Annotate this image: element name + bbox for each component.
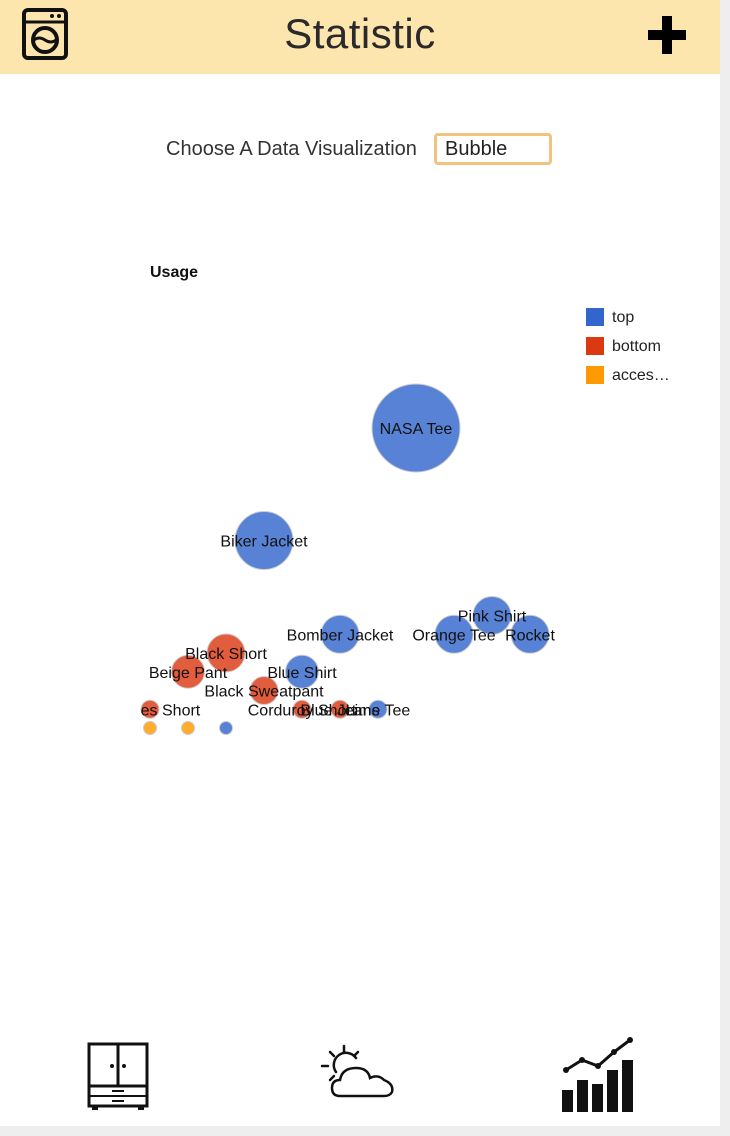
bubble-label: Beige Pant	[149, 665, 228, 682]
visualization-select[interactable]: Bubble	[434, 133, 552, 165]
bubble-label: Black Sweatpant	[204, 684, 324, 701]
bubble-baggies-short[interactable]	[140, 699, 160, 719]
choose-visualization-label: Choose A Data Visualization	[166, 138, 417, 160]
chart-title: Usage	[150, 264, 198, 281]
bubble-label: Orange Tee	[412, 627, 495, 644]
visualization-chooser: Choose A Data Visualization Bubble	[0, 132, 720, 166]
bubble-beige-pant[interactable]	[171, 654, 205, 689]
partly-cloudy-icon[interactable]	[318, 1030, 398, 1120]
bubble-label: Rocket	[505, 627, 555, 644]
bubble-label: Blue Jeans	[300, 702, 379, 719]
washing-machine-icon[interactable]	[22, 8, 68, 60]
bubble-label: Corduroy Short	[248, 702, 357, 719]
bubble-bomber-jacket[interactable]	[320, 614, 360, 654]
bubble-point-16[interactable]	[219, 721, 233, 735]
bubble-nasa-tee[interactable]	[371, 383, 461, 473]
bubble-black-sweatpant[interactable]	[249, 676, 279, 705]
legend-label[interactable]: bottom	[612, 338, 661, 355]
legend-swatch	[586, 337, 604, 355]
statistics-chart-icon[interactable]	[560, 1030, 636, 1120]
bubble-label: Biker Jacket	[220, 534, 308, 551]
bubble-corduroy-short[interactable]	[292, 699, 312, 719]
legend-label[interactable]: top	[612, 309, 634, 326]
legend-swatch	[586, 366, 604, 384]
bubble-biker-jacket[interactable]	[234, 511, 294, 570]
bubble-point-14[interactable]	[143, 721, 157, 735]
bubble-blue-shirt[interactable]	[285, 654, 319, 689]
page-title: Statistic	[284, 10, 436, 57]
bubble-point-15[interactable]	[181, 721, 195, 735]
bubble-label: NASA Tee	[380, 421, 453, 438]
bubble-chart: Usage NASA Tee Biker Jacket Pink Shirt Bomb…	[100, 264, 670, 735]
wardrobe-icon[interactable]	[86, 1030, 150, 1120]
bubble-lime-tee[interactable]	[368, 699, 388, 719]
legend-label[interactable]: acces…	[612, 367, 670, 384]
chart-legend: top bottom acces…	[586, 308, 670, 384]
bubble-pink-shirt[interactable]	[472, 596, 512, 635]
bubble-orange-tee[interactable]	[434, 614, 474, 654]
bottom-edge	[0, 1126, 730, 1136]
legend-swatch	[586, 308, 604, 326]
bubble-label: Baggies Short	[100, 702, 201, 719]
scrollbar-track	[720, 0, 730, 1136]
bubble-rocket[interactable]	[510, 614, 550, 654]
bubble-blue-jeans[interactable]	[330, 699, 350, 719]
bubble-label: Pink Shirt	[458, 609, 527, 626]
bottom-nav	[0, 1030, 720, 1126]
bubble-label: Blue Shirt	[267, 665, 337, 682]
bubble-label: Bomber Jacket	[287, 627, 394, 644]
bubble-label: Black Short	[185, 646, 267, 663]
app-header: Statistic	[0, 0, 720, 74]
bubble-black-short[interactable]	[206, 633, 246, 673]
plot-area: NASA Tee Biker Jacket Pink Shirt Bomber Jac…	[100, 383, 555, 735]
plus-icon[interactable]	[646, 14, 688, 56]
bubble-label: Lime Tee	[346, 702, 411, 719]
